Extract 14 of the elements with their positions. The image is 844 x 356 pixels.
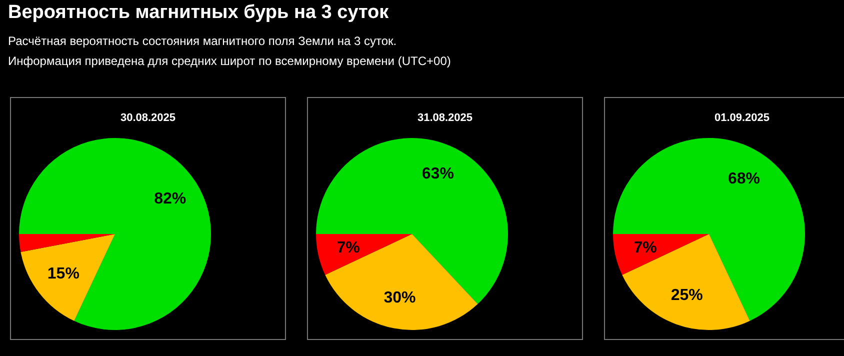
text: Вероятность магнитных бурь на 3 суток	[8, 2, 390, 24]
data-label: 25%	[670, 286, 703, 304]
data-label: 63%	[422, 165, 454, 182]
chart-title: 01.09.2025	[713, 112, 771, 124]
data-label: 15%	[47, 265, 80, 282]
data-label: 82%	[154, 190, 186, 208]
text: Расчётная вероятность состояния магнитного поля Земли на 3 суток.	[8, 34, 398, 48]
text: Информация приведена для средних широт по всемирному времени (UTC+00)	[8, 54, 451, 68]
data-label: 30%	[384, 290, 416, 307]
chart-title: 31.08.2025	[416, 112, 474, 124]
data-label: 7%	[634, 240, 657, 257]
data-label: 68%	[728, 170, 760, 188]
chart-title: 30.08.2025	[119, 112, 177, 124]
data-label: 7%	[336, 240, 360, 257]
